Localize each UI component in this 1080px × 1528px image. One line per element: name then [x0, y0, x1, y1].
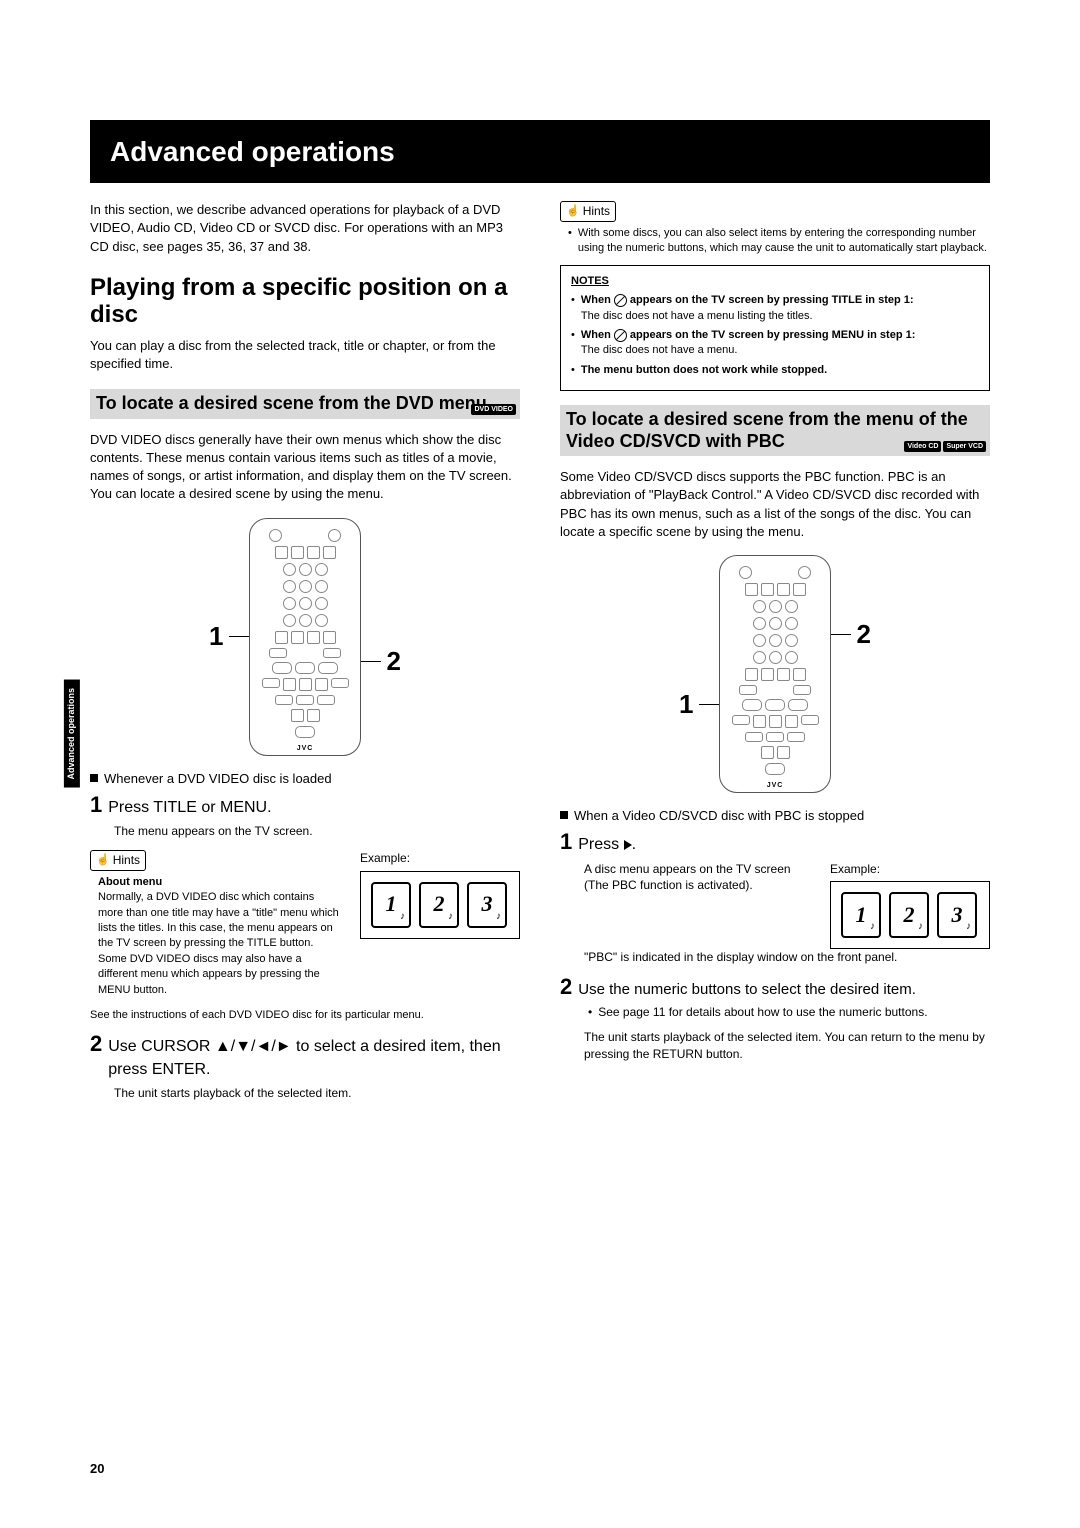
step-1-vcd: 1 Press .	[560, 831, 990, 856]
dvd-badge: DVD VIDEO	[471, 404, 516, 415]
vcd-badge: Video CD	[904, 441, 941, 452]
section-title: Playing from a specific position on a di…	[90, 274, 520, 329]
callout-1-vcd: 1	[679, 686, 693, 722]
example-item: 3♪	[937, 892, 977, 938]
hints-body-r: •With some discs, you can also select it…	[568, 226, 990, 257]
intro-text: In this section, we describe advanced op…	[90, 201, 520, 256]
left-column: In this section, we describe advanced op…	[90, 201, 520, 1112]
remote-icon: JVC	[719, 555, 831, 793]
prohibit-icon	[614, 294, 627, 307]
step-2-vcd: 2 Use the numeric buttons to select the …	[560, 976, 990, 1000]
step-2-sub-vcd: The unit starts playback of the selected…	[584, 1029, 990, 1063]
example-label: Example:	[360, 850, 520, 867]
callout-1: 1	[209, 618, 223, 654]
dvd-body-text: DVD VIDEO discs generally have their own…	[90, 431, 520, 504]
page-title-bar: Advanced operations	[90, 120, 990, 183]
example-box-vcd: 1♪ 2♪ 3♪	[830, 881, 990, 949]
note-item: • The menu button does not work while st…	[571, 363, 979, 378]
vcd-body-text: Some Video CD/SVCD discs supports the PB…	[560, 468, 990, 541]
example-item: 1♪	[371, 882, 411, 928]
hints-label: ☝ Hints	[90, 850, 146, 871]
hints-about-menu: About menu	[98, 875, 340, 890]
bullet-when-vcd: When a Video CD/SVCD disc with PBC is st…	[560, 807, 990, 825]
callout-2: 2	[387, 643, 401, 679]
brand-label: JVC	[297, 744, 314, 754]
step-2: 2 Use CURSOR ▲/▼/◄/► to select a desired…	[90, 1033, 520, 1081]
example-item: 1♪	[841, 892, 881, 938]
example-item: 3♪	[467, 882, 507, 928]
hints-footer: See the instructions of each DVD VIDEO d…	[90, 1008, 520, 1023]
prohibit-icon	[614, 329, 627, 342]
grey-heading-text: To locate a desired scene from the DVD m…	[96, 393, 487, 413]
example-item: 2♪	[889, 892, 929, 938]
remote-icon: JVC	[249, 518, 361, 756]
note-item: • When appears on the TV screen by press…	[571, 293, 979, 324]
step-2-sub: The unit starts playback of the selected…	[114, 1085, 520, 1102]
note-item: • When appears on the TV screen by press…	[571, 328, 979, 359]
example-box: 1♪ 2♪ 3♪	[360, 871, 520, 939]
notes-box: NOTES • When appears on the TV screen by…	[560, 265, 990, 391]
notes-title: NOTES	[571, 274, 979, 289]
play-icon	[624, 840, 632, 850]
side-tab: Advanced operations	[64, 680, 80, 788]
step-2-bullet-vcd: •See page 11 for details about how to us…	[588, 1004, 990, 1021]
grey-heading-vcd: To locate a desired scene from the menu …	[560, 405, 990, 456]
grey-heading-dvd: To locate a desired scene from the DVD m…	[90, 389, 520, 419]
remote-diagram-vcd: 1 JVC	[560, 555, 990, 793]
right-column: ☝ Hints •With some discs, you can also s…	[560, 201, 990, 1112]
svcd-badge: Super VCD	[943, 441, 986, 452]
callout-2-vcd: 2	[857, 616, 871, 652]
step-1-sub: The menu appears on the TV screen.	[114, 823, 520, 840]
brand-label: JVC	[767, 781, 784, 791]
example-item: 2♪	[419, 882, 459, 928]
page-number: 20	[90, 1460, 104, 1478]
section-sub-intro: You can play a disc from the selected tr…	[90, 337, 520, 373]
remote-diagram-dvd: 1 JVC	[90, 518, 520, 756]
step-1-sub-vcd: A disc menu appears on the TV screen (Th…	[584, 861, 810, 950]
step-1: 1 Press TITLE or MENU.	[90, 794, 520, 819]
hints-body-menu: Normally, a DVD VIDEO disc which contain…	[98, 890, 340, 998]
hand-icon: ☝	[566, 204, 580, 219]
hints-label-r: ☝ Hints	[560, 201, 616, 222]
hand-icon: ☝	[96, 853, 110, 868]
step-1-sub2-vcd: "PBC" is indicated in the display window…	[584, 949, 990, 966]
bullet-whenever: Whenever a DVD VIDEO disc is loaded	[90, 770, 520, 788]
example-label-vcd: Example:	[830, 861, 990, 878]
